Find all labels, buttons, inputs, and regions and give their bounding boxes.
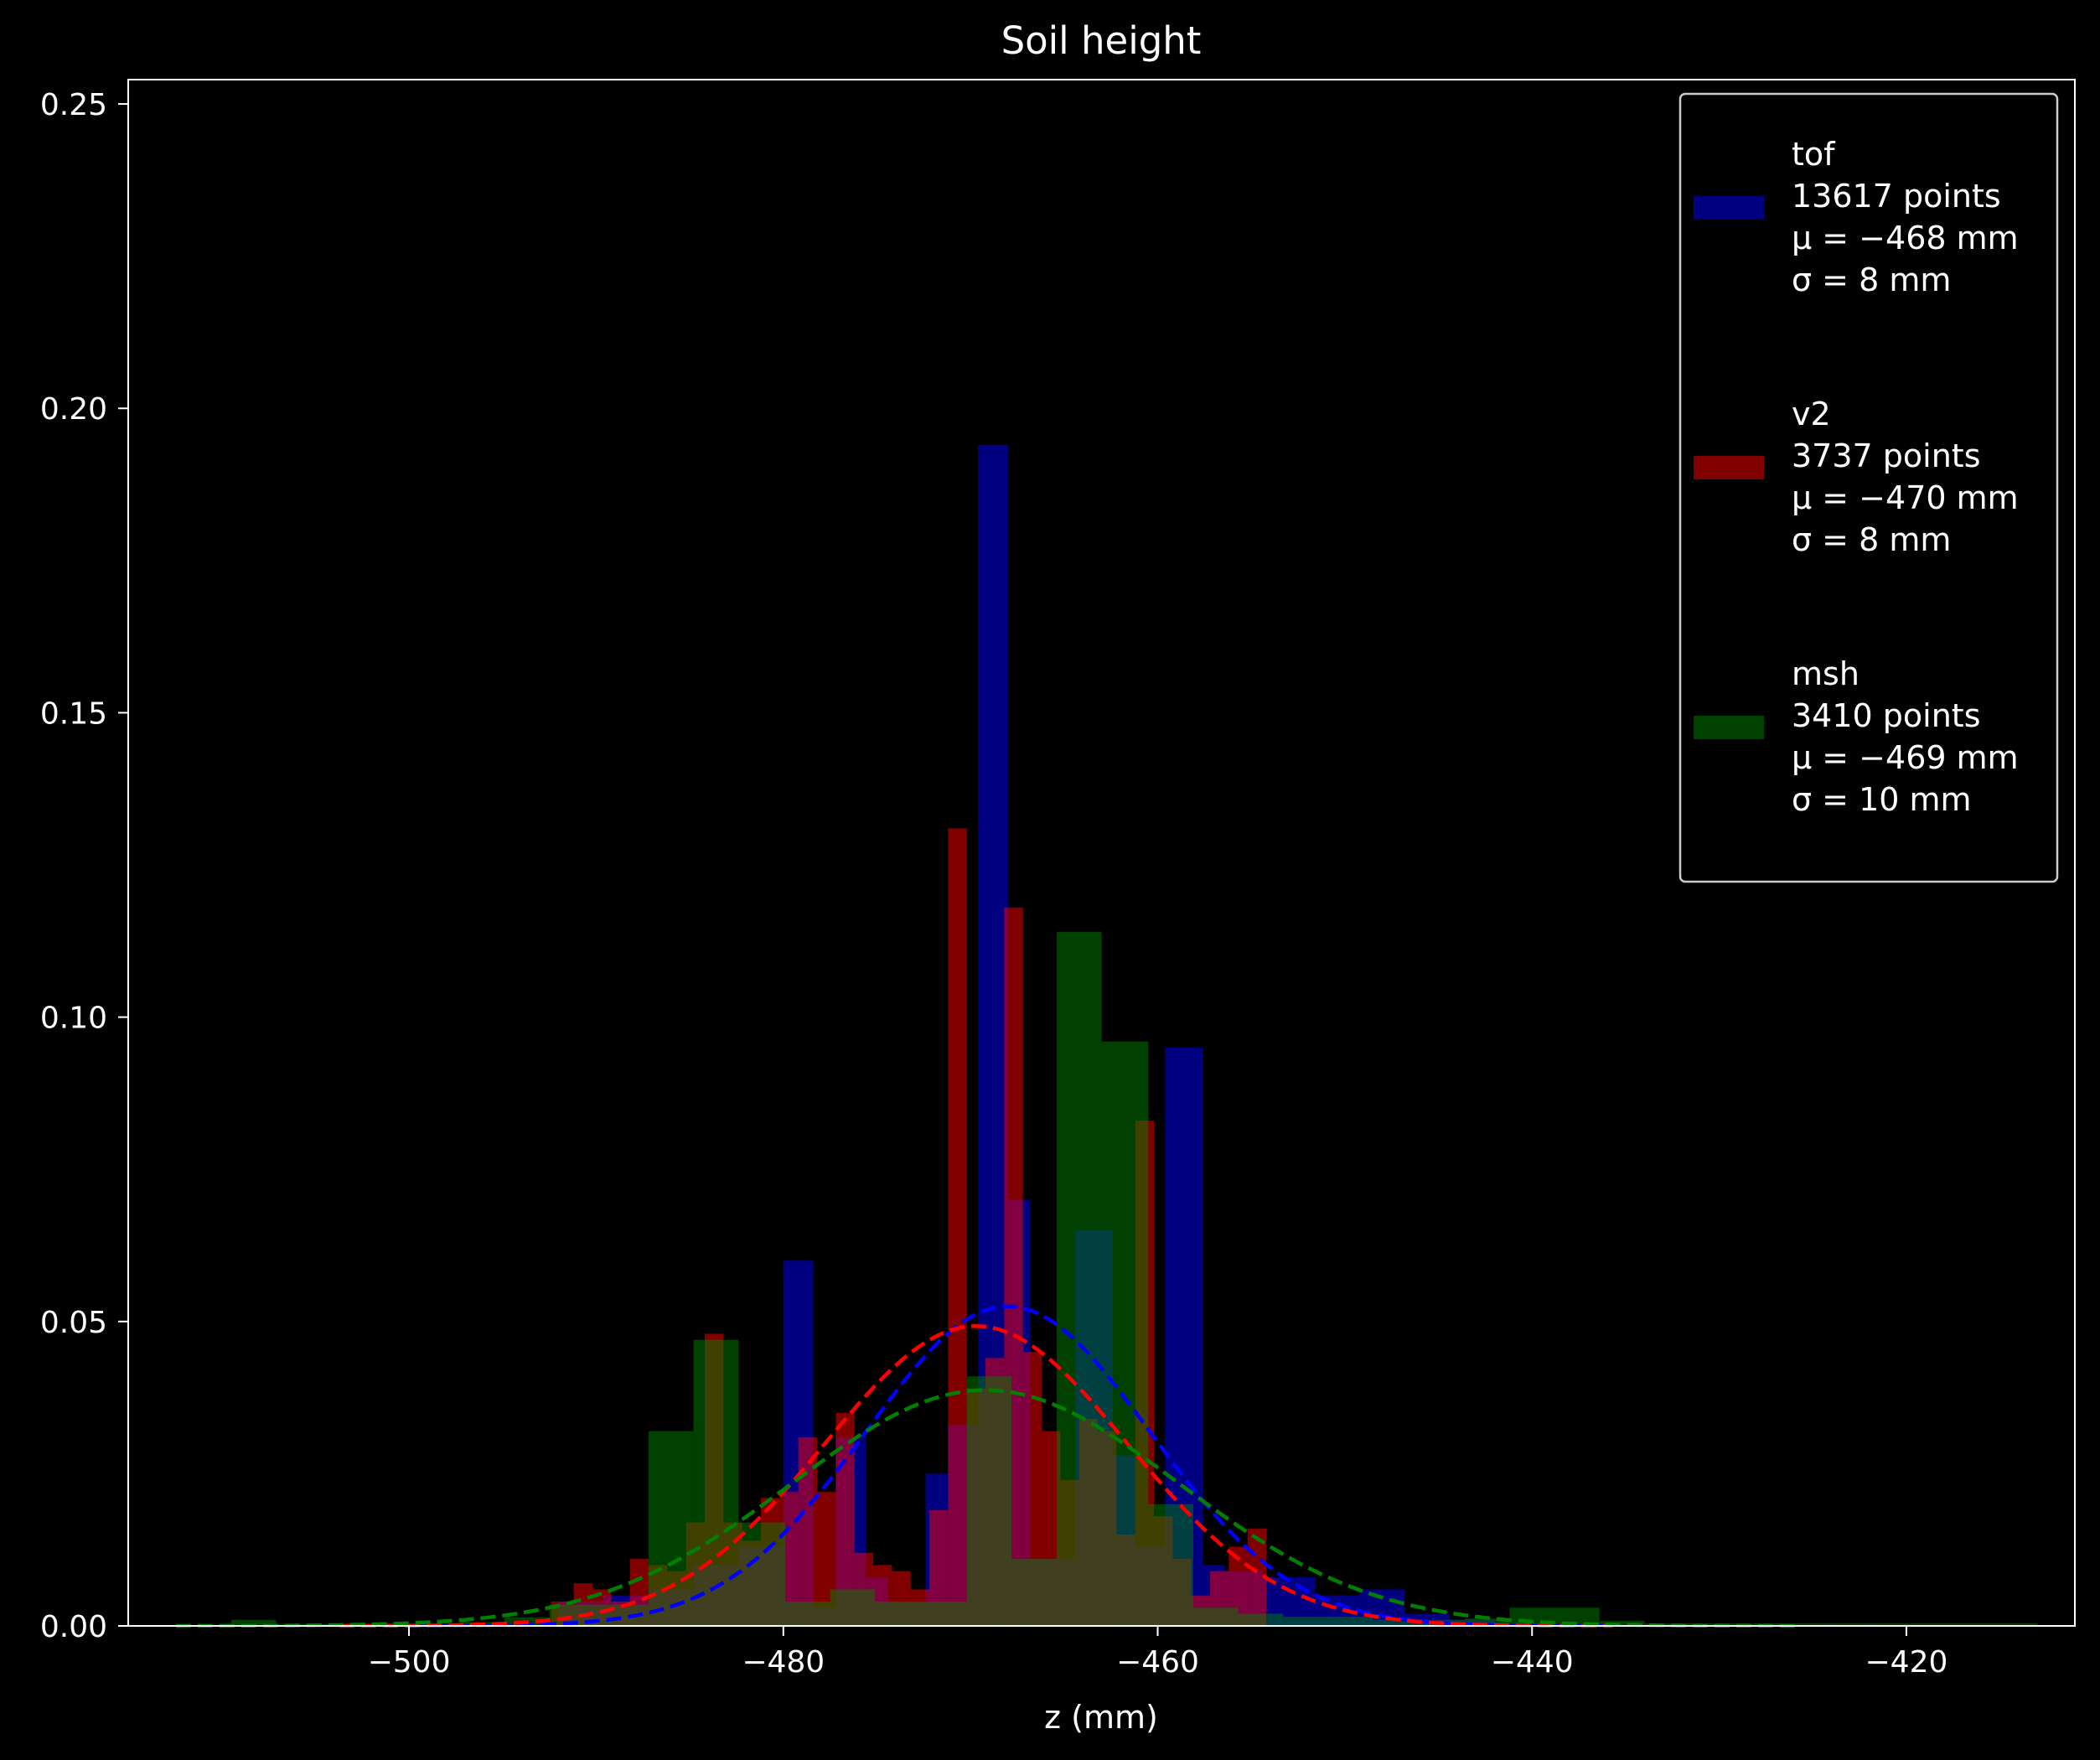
histogram-bar-msh-31 xyxy=(1644,1623,1689,1626)
histogram-bar-msh-23 xyxy=(1283,1617,1328,1626)
legend-entry-v2-line-1: 3737 points xyxy=(1792,437,1981,474)
chart-title: Soil height xyxy=(1001,18,1202,63)
fit-curve-tof xyxy=(410,1304,1606,1628)
legend-entry-msh-line-2: μ = −469 mm xyxy=(1792,739,2019,776)
y-tick-label: 0.25 xyxy=(40,88,107,122)
legend-box xyxy=(1678,92,2059,883)
y-tick-label: 0.20 xyxy=(40,392,107,427)
histogram-bar-msh-11 xyxy=(738,1522,786,1626)
histogram-bar-msh-24 xyxy=(1327,1617,1373,1626)
x-tick-label: −460 xyxy=(1116,1645,1199,1680)
legend-entry-msh-line-0: msh xyxy=(1792,655,1859,692)
histogram-bar-msh-20 xyxy=(1148,1504,1193,1626)
axes-frame xyxy=(127,79,2076,1627)
legend-swatch-v2 xyxy=(1694,456,1764,479)
legend-entry-v2-line-3: σ = 8 mm xyxy=(1792,521,1951,558)
histogram-bar-msh-38 xyxy=(1958,1623,2004,1626)
histogram-bar-msh-10 xyxy=(693,1339,739,1626)
x-tick-label: −500 xyxy=(368,1645,451,1680)
histogram-bar-msh-33 xyxy=(1734,1623,1780,1626)
histogram-bar-msh-29 xyxy=(1554,1607,1600,1626)
y-tick-label: 0.00 xyxy=(40,1610,107,1644)
histogram-bar-msh-37 xyxy=(1913,1623,1959,1626)
histogram-bar-msh-19 xyxy=(1101,1041,1149,1626)
histogram-bar-msh-21 xyxy=(1192,1607,1239,1626)
histogram-bar-v2-36 xyxy=(1228,1546,1248,1626)
histogram-bar-msh-13 xyxy=(830,1589,876,1626)
fit-curve-msh xyxy=(175,1388,1796,1628)
legend-entry-v2-line-2: μ = −470 mm xyxy=(1792,479,2019,516)
histogram-bar-msh-36 xyxy=(1869,1623,1914,1626)
histogram-bar-msh-27 xyxy=(1464,1618,1510,1626)
histogram-bar-msh-17 xyxy=(1011,1559,1057,1626)
histogram-bar-v2-21 xyxy=(948,828,967,1626)
histogram-bar-v2-13 xyxy=(798,1436,817,1626)
legend-entry-tof-line-2: μ = −468 mm xyxy=(1792,220,2019,256)
histogram-bar-msh-12 xyxy=(785,1601,830,1626)
legend-entry-msh-line-3: σ = 10 mm xyxy=(1792,781,1972,818)
histogram-bar-msh-25 xyxy=(1373,1619,1420,1626)
y-tick-label: 0.15 xyxy=(40,696,107,731)
histogram-bar-v2-25 xyxy=(1022,1352,1042,1626)
histogram-bar-msh-32 xyxy=(1689,1623,1735,1626)
histogram-bar-msh-35 xyxy=(1823,1623,1870,1626)
x-tick-label: −420 xyxy=(1865,1645,1948,1680)
histogram-bar-msh-39 xyxy=(2004,1623,2038,1626)
histogram-bar-msh-34 xyxy=(1779,1623,1824,1626)
plot-area: −500 −480 −460 −440 −420 0.00 0.05 0.10 0.15 0.20… xyxy=(40,79,2076,1680)
legend-entry-tof-line-1: 13617 points xyxy=(1792,178,2001,215)
legend-swatch-tof xyxy=(1694,196,1764,220)
histogram-bar-msh-0 xyxy=(230,1619,277,1626)
x-tick-label: −440 xyxy=(1491,1645,1574,1680)
legend-entry-v2-line-0: v2 xyxy=(1792,396,1831,432)
histogram-bar-msh-14 xyxy=(875,1601,920,1626)
legend-entry-msh-line-1: 3410 points xyxy=(1792,697,1981,734)
x-tick-label: −480 xyxy=(742,1645,825,1680)
histogram-bar-v2-20 xyxy=(929,1509,949,1626)
legend-entry-tof-line-0: tof xyxy=(1792,136,1836,173)
y-tick-label: 0.10 xyxy=(40,1002,107,1036)
histogram-bar-msh-18 xyxy=(1056,931,1102,1626)
histogram-bar-msh-16 xyxy=(966,1376,1012,1626)
x-axis-label: z (mm) xyxy=(1044,1699,1158,1736)
legend-entry-tof-line-3: σ = 8 mm xyxy=(1792,261,1951,298)
histogram-bar-msh-9 xyxy=(648,1431,694,1626)
fit-curve-v2 xyxy=(339,1323,1613,1628)
histogram-bar-msh-30 xyxy=(1599,1621,1645,1626)
legend: tof 13617 points μ = −468 mm σ = 8 mm v2 3737… xyxy=(1678,92,2059,883)
y-tick-label: 0.05 xyxy=(40,1306,107,1340)
legend-swatch-msh xyxy=(1694,716,1764,739)
histogram-bar-msh-15 xyxy=(919,1601,967,1626)
histogram-bar-msh-22 xyxy=(1238,1613,1284,1626)
